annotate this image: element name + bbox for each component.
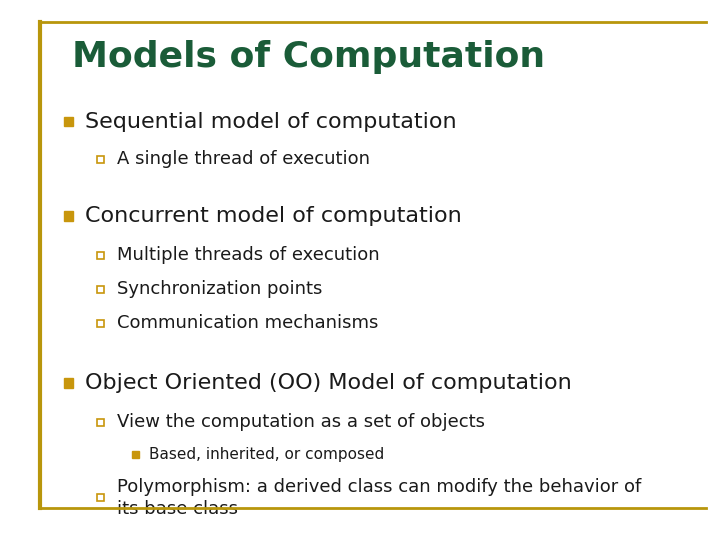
Text: View the computation as a set of objects: View the computation as a set of objects xyxy=(117,413,485,431)
Text: Polymorphism: a derived class can modify the behavior of
its base class: Polymorphism: a derived class can modify… xyxy=(117,478,642,518)
Text: Models of Computation: Models of Computation xyxy=(72,40,545,73)
FancyBboxPatch shape xyxy=(97,156,104,163)
Text: Communication mechanisms: Communication mechanisms xyxy=(117,314,379,333)
Text: Object Oriented (OO) Model of computation: Object Oriented (OO) Model of computatio… xyxy=(85,373,572,393)
FancyBboxPatch shape xyxy=(97,320,104,327)
FancyBboxPatch shape xyxy=(97,494,104,502)
FancyBboxPatch shape xyxy=(97,418,104,426)
Text: Multiple threads of execution: Multiple threads of execution xyxy=(117,246,380,265)
FancyBboxPatch shape xyxy=(132,451,138,458)
FancyBboxPatch shape xyxy=(63,378,73,388)
FancyBboxPatch shape xyxy=(97,252,104,259)
Text: A single thread of execution: A single thread of execution xyxy=(117,150,370,168)
Text: Synchronization points: Synchronization points xyxy=(117,280,323,299)
FancyBboxPatch shape xyxy=(63,211,73,221)
Text: Concurrent model of computation: Concurrent model of computation xyxy=(85,206,462,226)
Text: Based, inherited, or composed: Based, inherited, or composed xyxy=(149,447,384,462)
Text: Sequential model of computation: Sequential model of computation xyxy=(85,111,456,132)
FancyBboxPatch shape xyxy=(97,286,104,293)
FancyBboxPatch shape xyxy=(63,117,73,126)
